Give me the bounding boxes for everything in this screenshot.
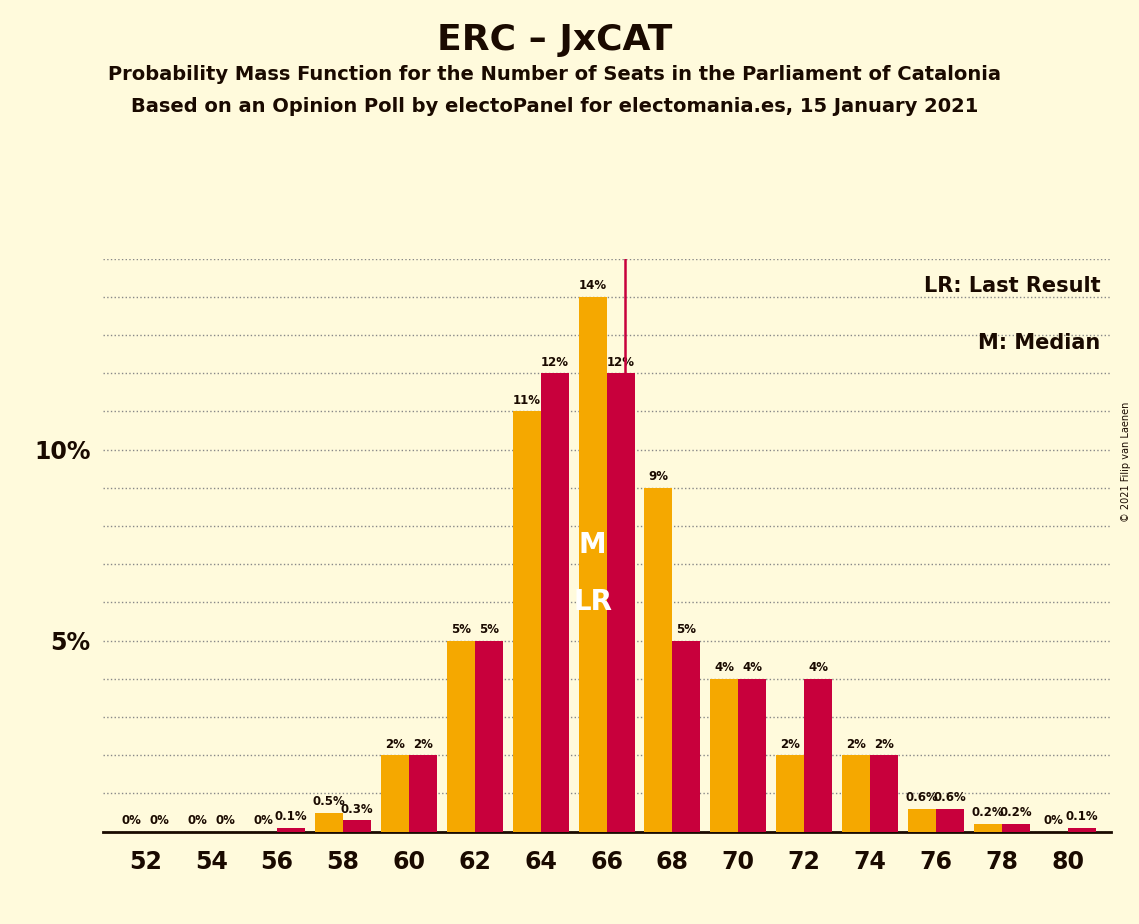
Bar <box>908 808 936 832</box>
Bar <box>936 808 964 832</box>
Text: © 2021 Filip van Laenen: © 2021 Filip van Laenen <box>1121 402 1131 522</box>
Bar <box>776 755 804 832</box>
Text: 2%: 2% <box>874 737 894 750</box>
Text: ERC – JxCAT: ERC – JxCAT <box>437 23 672 57</box>
Text: 14%: 14% <box>579 279 607 292</box>
Text: 0%: 0% <box>187 814 207 827</box>
Bar <box>672 640 700 832</box>
Text: 5%: 5% <box>451 623 470 636</box>
Bar <box>842 755 870 832</box>
Bar <box>1067 828 1096 832</box>
Text: 0%: 0% <box>253 814 273 827</box>
Text: 0%: 0% <box>149 814 170 827</box>
Text: 0.6%: 0.6% <box>934 791 966 804</box>
Bar <box>1002 824 1030 832</box>
Bar <box>974 824 1002 832</box>
Text: 0.1%: 0.1% <box>274 810 308 823</box>
Text: 0%: 0% <box>1043 814 1064 827</box>
Text: 4%: 4% <box>809 662 828 675</box>
Text: LR: Last Result: LR: Last Result <box>924 276 1100 296</box>
Bar <box>380 755 409 832</box>
Text: M: Median: M: Median <box>978 334 1100 353</box>
Text: 5%: 5% <box>478 623 499 636</box>
Text: 5%: 5% <box>677 623 696 636</box>
Text: M: M <box>579 531 606 559</box>
Bar <box>446 640 475 832</box>
Text: 0.2%: 0.2% <box>972 807 1005 820</box>
Text: LR: LR <box>573 589 612 616</box>
Text: 0.1%: 0.1% <box>1065 810 1098 823</box>
Text: 12%: 12% <box>607 356 634 369</box>
Bar <box>711 679 738 832</box>
Bar <box>645 488 672 832</box>
Bar <box>475 640 502 832</box>
Text: 2%: 2% <box>385 737 404 750</box>
Text: 11%: 11% <box>513 394 541 407</box>
Bar <box>513 411 541 832</box>
Bar <box>316 812 343 832</box>
Text: 0.5%: 0.5% <box>312 795 345 808</box>
Text: 0.3%: 0.3% <box>341 803 374 816</box>
Text: 2%: 2% <box>780 737 800 750</box>
Bar <box>579 297 606 832</box>
Bar <box>409 755 437 832</box>
Bar <box>804 679 833 832</box>
Text: Based on an Opinion Poll by electoPanel for electomania.es, 15 January 2021: Based on an Opinion Poll by electoPanel … <box>131 97 978 116</box>
Bar <box>606 373 634 832</box>
Text: 2%: 2% <box>413 737 433 750</box>
Text: 12%: 12% <box>541 356 568 369</box>
Text: 0.2%: 0.2% <box>1000 807 1032 820</box>
Text: 0%: 0% <box>122 814 141 827</box>
Bar <box>541 373 568 832</box>
Text: 9%: 9% <box>648 470 669 483</box>
Bar <box>343 821 371 832</box>
Bar <box>738 679 767 832</box>
Bar <box>870 755 898 832</box>
Text: Probability Mass Function for the Number of Seats in the Parliament of Catalonia: Probability Mass Function for the Number… <box>108 65 1001 84</box>
Text: 4%: 4% <box>714 662 735 675</box>
Text: 0%: 0% <box>215 814 235 827</box>
Text: 4%: 4% <box>743 662 762 675</box>
Text: 0.6%: 0.6% <box>906 791 939 804</box>
Bar <box>277 828 305 832</box>
Text: 2%: 2% <box>846 737 866 750</box>
